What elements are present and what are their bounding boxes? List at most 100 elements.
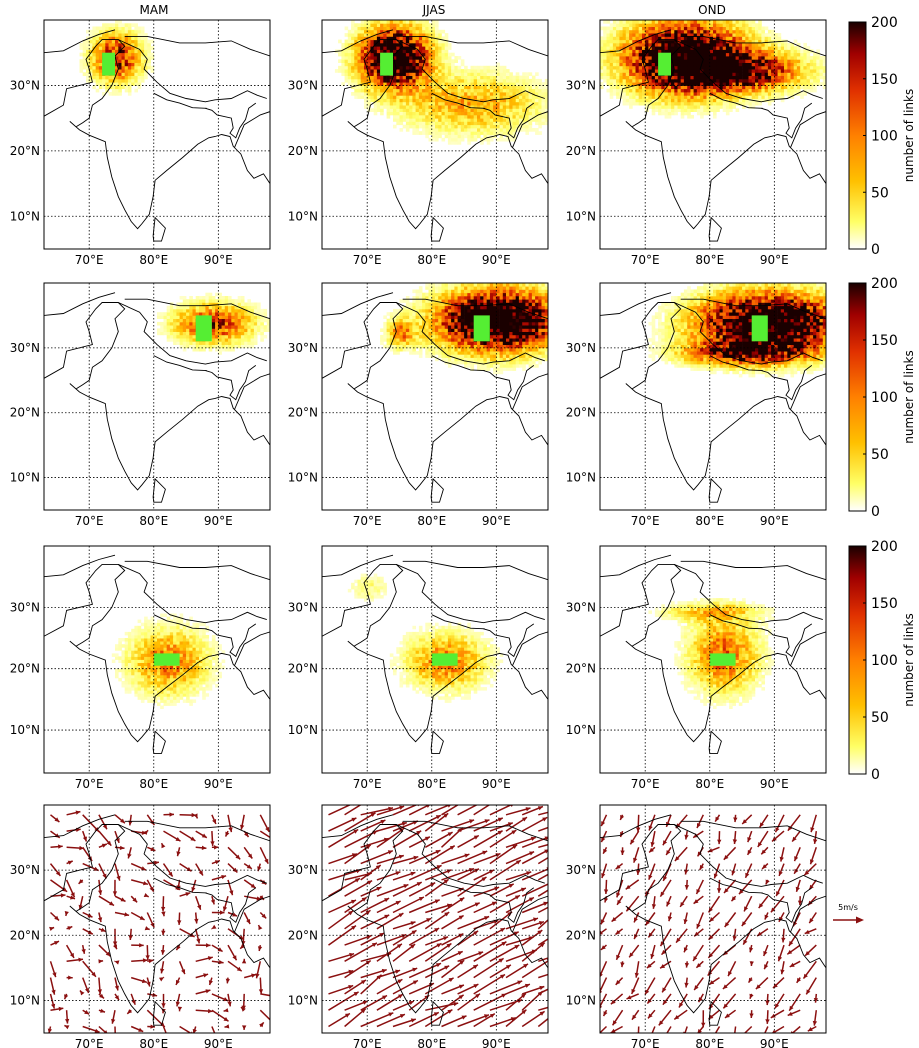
heatmap-cell (719, 95, 724, 99)
heatmap-cell (518, 85, 523, 90)
heatmap-cell (250, 318, 255, 323)
heatmap-cell (435, 289, 439, 294)
heatmap-cell (767, 33, 772, 37)
heatmap-cell (393, 92, 397, 96)
heatmap-cell (373, 52, 378, 57)
heatmap-cell (457, 131, 462, 135)
heatmap-cell (370, 33, 374, 37)
heatmap-cell (118, 92, 122, 96)
heatmap-cell (247, 338, 251, 342)
heatmap-cell (806, 85, 811, 90)
heatmap-cell (654, 78, 659, 83)
heatmap-cell (499, 72, 504, 76)
heatmap-cell (755, 23, 759, 27)
heatmap-cell (115, 46, 119, 50)
heatmap-cell (244, 305, 248, 310)
heatmap-cell (477, 131, 481, 135)
heatmap-cell (758, 65, 762, 70)
heatmap-cell (464, 292, 468, 297)
heatmap-cell (360, 85, 365, 90)
heatmap-cell (415, 69, 420, 73)
heatmap-cell (758, 52, 762, 57)
heatmap-cell (370, 52, 374, 57)
heatmap-cell (144, 75, 148, 80)
heatmap-cell (651, 26, 656, 31)
heatmap-cell (457, 289, 462, 294)
heatmap-cell (396, 105, 400, 109)
heatmap-cell (431, 114, 436, 119)
heatmap-cell (118, 82, 122, 86)
heatmap-cell (477, 299, 481, 303)
heatmap-cell (237, 318, 242, 323)
heatmap-cell (402, 36, 407, 41)
heatmap-cell (173, 308, 177, 313)
heatmap-cell (211, 299, 216, 303)
heatmap-cell (389, 111, 394, 116)
heatmap-cell (654, 26, 659, 31)
heatmap-cell (247, 321, 251, 326)
heatmap-cell (661, 85, 665, 90)
heatmap-cell (528, 82, 533, 86)
heatmap-cell (444, 308, 449, 313)
heatmap-cell (415, 305, 420, 310)
heatmap-cell (738, 62, 743, 67)
heatmap-cell (528, 98, 533, 103)
heatmap-cell (425, 286, 429, 290)
heatmap-cell (706, 101, 711, 106)
heatmap-cell (525, 98, 529, 103)
heatmap-cell (344, 42, 349, 47)
heatmap-cell (425, 65, 429, 70)
heatmap-cell (89, 33, 93, 37)
heatmap-cell (767, 52, 772, 57)
heatmap-cell (457, 334, 462, 339)
heatmap-cell (803, 52, 807, 57)
heatmap-cell (89, 62, 93, 67)
heatmap-cell (774, 92, 778, 96)
heatmap-cell (412, 128, 416, 132)
heatmap-cell (683, 62, 688, 67)
heatmap-cell (651, 85, 656, 90)
heatmap-cell (399, 328, 404, 332)
heatmap-cell (224, 338, 229, 342)
heatmap-cell (354, 82, 358, 86)
heatmap-cell (470, 131, 475, 135)
heatmap-cell (373, 88, 378, 93)
heatmap-cell (693, 20, 698, 24)
heatmap-cell (92, 69, 96, 73)
heatmap-cell (483, 299, 487, 303)
heatmap-cell (480, 292, 484, 297)
heatmap-cell (367, 59, 371, 63)
heatmap-cell (341, 72, 345, 76)
heatmap-cell (729, 82, 733, 86)
heatmap-cell (441, 124, 446, 129)
heatmap-cell (376, 98, 381, 103)
heatmap-cell (467, 131, 471, 135)
heatmap-cell (470, 137, 475, 142)
heatmap-cell (470, 134, 475, 139)
heatmap-cell (234, 321, 239, 326)
heatmap-cell (418, 308, 423, 313)
heatmap-cell (635, 59, 640, 63)
heatmap-cell (444, 56, 449, 60)
heatmap-cell (351, 92, 355, 96)
heatmap-cell (199, 347, 203, 352)
heatmap-cell (460, 62, 465, 67)
heatmap-cell (224, 347, 229, 352)
heatmap-cell (176, 305, 180, 310)
heatmap-cell (729, 72, 733, 76)
heatmap-cell (115, 75, 119, 80)
heatmap-cell (538, 121, 542, 126)
heatmap-cell (86, 49, 90, 54)
heatmap-cell (205, 299, 209, 303)
heatmap-cell (422, 88, 426, 93)
heatmap-cell (393, 312, 397, 316)
heatmap-cell (748, 85, 753, 90)
heatmap-cell (351, 62, 355, 67)
heatmap-cell (360, 39, 365, 44)
heatmap-cell (713, 114, 717, 119)
heatmap-cell (735, 39, 740, 44)
heatmap-cell (713, 75, 717, 80)
heatmap-cell (409, 121, 413, 126)
heatmap-cell (457, 354, 462, 358)
heatmap-cell (240, 312, 245, 316)
